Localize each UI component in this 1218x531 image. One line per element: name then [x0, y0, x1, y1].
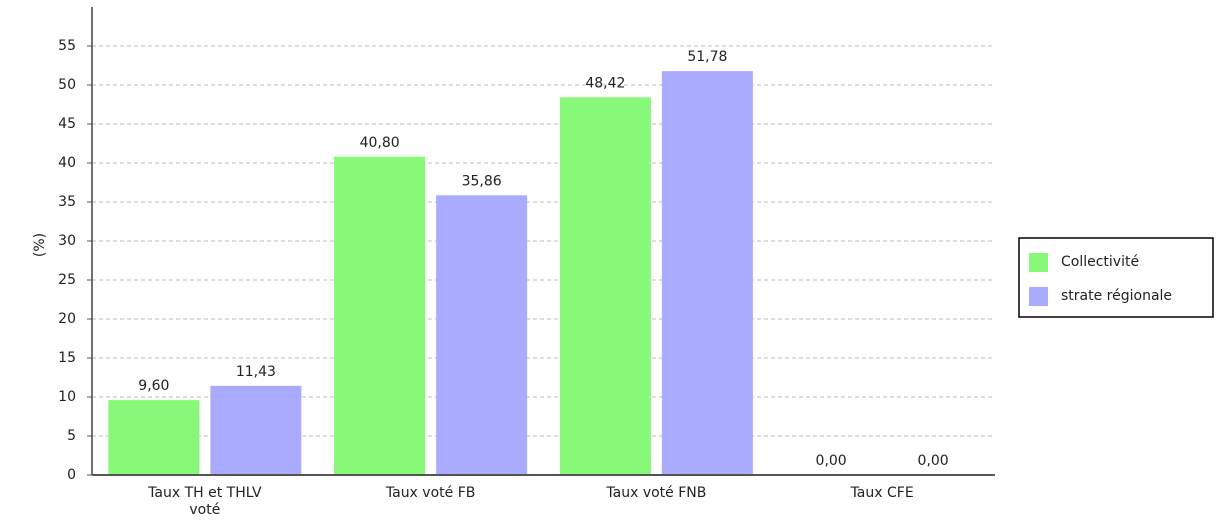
- y-tick-label: 50: [58, 77, 76, 93]
- y-tick-label: 25: [58, 272, 76, 288]
- value-label: 35,86: [462, 173, 502, 189]
- y-tick-label: 10: [58, 389, 76, 405]
- value-label: 48,42: [585, 75, 625, 91]
- y-tick-label: 20: [58, 311, 76, 327]
- value-label: 40,80: [360, 135, 400, 151]
- bar: [210, 385, 302, 475]
- x-tick-label: Taux voté FB: [385, 485, 476, 501]
- legend-box: [1018, 237, 1214, 318]
- x-tick-label: Taux TH et THLV voté: [148, 485, 262, 518]
- bar: [559, 97, 651, 475]
- y-tick-label: 35: [58, 194, 76, 210]
- y-tick-label: 0: [67, 467, 76, 483]
- y-tick-label: 5: [67, 428, 76, 444]
- bar: [436, 195, 528, 476]
- x-tick-label: Taux voté FNB: [606, 485, 707, 501]
- y-tick-label: 45: [58, 116, 76, 132]
- value-label: 0,00: [918, 453, 949, 469]
- bar: [334, 156, 426, 475]
- y-tick-label: 55: [58, 38, 76, 54]
- x-tick-label: Taux CFE: [850, 485, 914, 501]
- y-tick-label: 40: [58, 155, 76, 171]
- value-label: 51,78: [687, 49, 727, 65]
- legend-swatch: [1029, 253, 1048, 272]
- value-label: 11,43: [236, 364, 276, 380]
- bar: [661, 71, 753, 475]
- y-tick-label: 30: [58, 233, 76, 249]
- legend-swatch: [1029, 287, 1048, 306]
- value-label: 0,00: [816, 453, 847, 469]
- value-label: 9,60: [138, 378, 169, 394]
- legend-label: Collectivité: [1061, 254, 1139, 270]
- bar: [108, 400, 200, 475]
- y-tick-label: 15: [58, 350, 76, 366]
- y-axis-label: (%): [32, 233, 48, 257]
- legend-label: strate régionale: [1061, 288, 1172, 304]
